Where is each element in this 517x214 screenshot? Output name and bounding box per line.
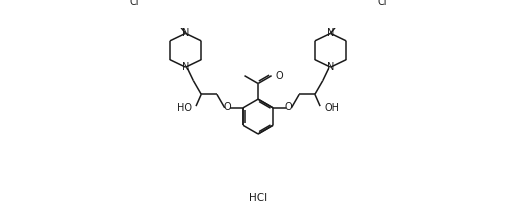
Text: OH: OH (325, 103, 340, 113)
Text: Cl: Cl (129, 0, 139, 7)
Text: N: N (327, 28, 334, 38)
Text: O: O (223, 102, 231, 112)
Text: HCl: HCl (249, 193, 267, 203)
Text: N: N (182, 28, 189, 38)
Text: N: N (327, 62, 334, 72)
Text: O: O (285, 102, 293, 112)
Text: HO: HO (177, 103, 192, 113)
Text: N: N (182, 62, 189, 72)
Text: Cl: Cl (377, 0, 387, 7)
Text: O: O (275, 71, 283, 81)
